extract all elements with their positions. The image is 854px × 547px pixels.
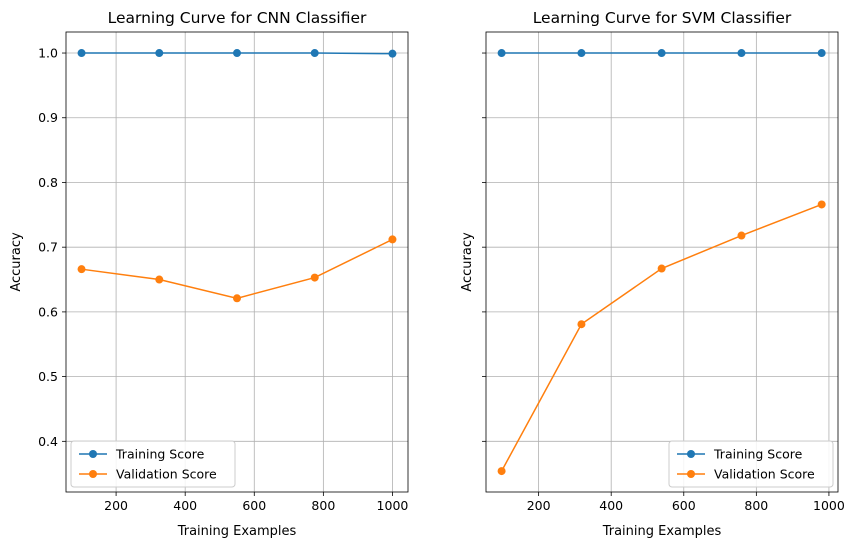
data-point-training	[657, 49, 666, 58]
x-tick-label: 400	[173, 498, 197, 513]
data-point-training	[388, 49, 397, 58]
data-point-training	[497, 49, 506, 58]
data-point-training	[737, 49, 746, 58]
x-tick-label: 400	[599, 498, 623, 513]
data-point-validation	[577, 320, 586, 329]
data-point-validation	[817, 200, 826, 209]
data-point-validation	[233, 294, 241, 303]
x-tick-label: 1000	[377, 498, 409, 513]
x-tick-label: 200	[104, 498, 128, 513]
x-axis-label: Training Examples	[177, 524, 297, 539]
x-tick-label: 800	[311, 498, 335, 513]
axes-frame	[65, 31, 409, 493]
legend-label: Training Score	[713, 447, 803, 462]
legend-box	[668, 440, 834, 488]
y-tick-label: 0.6	[38, 304, 58, 319]
data-point-validation	[77, 265, 86, 274]
data-point-validation	[737, 231, 746, 240]
chart-2: 200 400 600 800 1000 Learning Curve for SVM C…	[460, 9, 845, 539]
chart-title: Learning Curve for SVM Classifier	[533, 9, 792, 27]
chart-title: Learning Curve for CNN Classifier	[108, 9, 367, 27]
x-tick-label: 200	[527, 498, 551, 513]
series-line-validation	[81, 238, 393, 300]
y-axis-label: Accuracy	[9, 232, 24, 292]
y-axis-label: Accuracy	[460, 232, 475, 292]
data-point-validation	[388, 235, 397, 244]
legend: Training Score Validation Score	[668, 440, 834, 488]
chart-1: 200 400 600 800 1000 0.4 0.5 0.6 0.7 0.8 0.9 1.0 Lea…	[9, 9, 408, 539]
x-tick-label: 600	[672, 498, 696, 513]
x-tick-label: 600	[242, 498, 266, 513]
x-tick-label: 800	[744, 498, 768, 513]
data-point-validation	[310, 273, 319, 282]
legend: Training Score Validation Score	[70, 440, 236, 488]
legend-box	[70, 440, 236, 488]
data-point-training	[233, 49, 241, 58]
legend-label: Training Score	[115, 447, 205, 462]
series-line-validation	[500, 203, 822, 472]
data-point-training	[577, 49, 586, 58]
y-tick-label: 1.0	[38, 46, 58, 61]
data-point-validation	[657, 264, 666, 273]
data-point-validation	[497, 467, 506, 476]
legend-marker	[89, 450, 97, 458]
y-tick-label: 0.4	[38, 434, 58, 449]
data-point-training	[817, 49, 826, 58]
legend-marker	[687, 450, 695, 458]
data-point-validation	[155, 275, 164, 284]
y-tick-label: 0.5	[38, 369, 58, 384]
y-tick-label: 0.9	[38, 110, 58, 125]
data-point-training	[310, 49, 319, 58]
x-axis-label: Training Examples	[602, 524, 722, 539]
legend-label: Validation Score	[116, 467, 217, 482]
x-tick-label: 1000	[813, 498, 845, 513]
data-point-training	[77, 49, 86, 58]
data-point-training	[155, 49, 164, 58]
axes-frame	[485, 31, 839, 493]
legend-marker	[89, 470, 97, 478]
y-tick-label: 0.8	[38, 175, 58, 190]
legend-marker	[687, 470, 695, 478]
legend-label: Validation Score	[714, 467, 815, 482]
y-tick-label: 0.7	[38, 240, 58, 255]
